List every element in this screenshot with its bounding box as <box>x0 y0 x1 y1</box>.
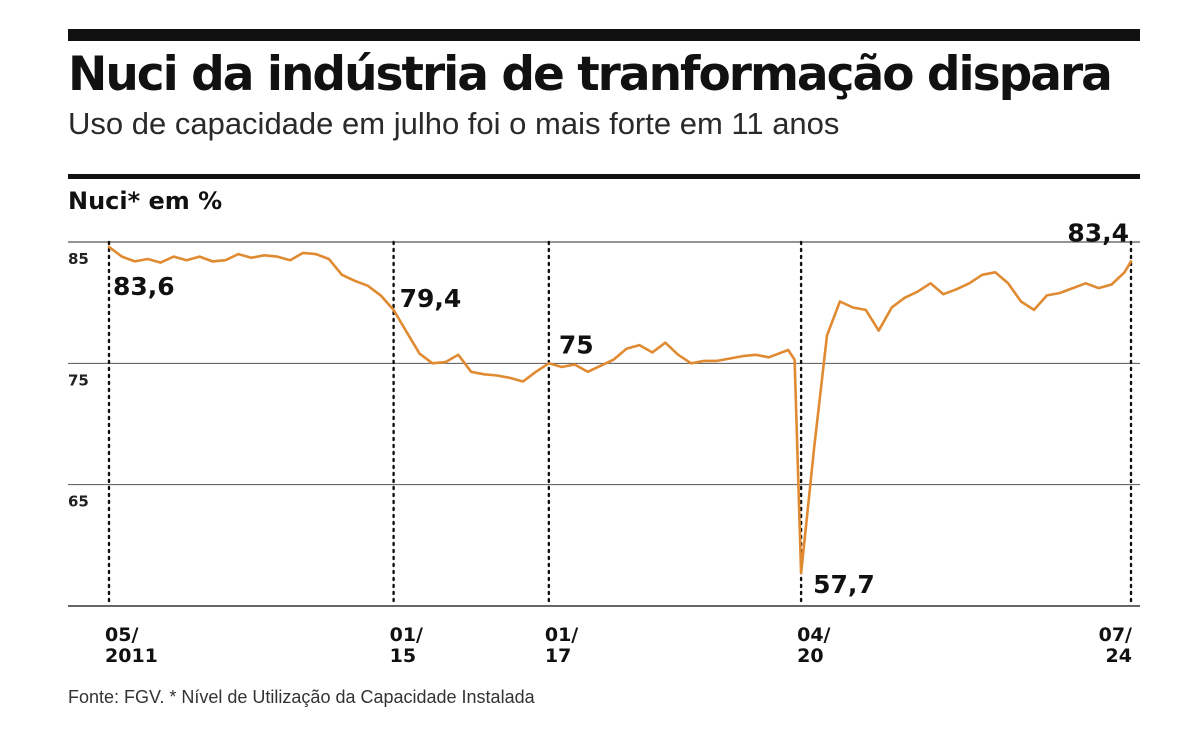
y-axis-label: Nuci* em % <box>68 187 223 215</box>
x-tick-label: 24 <box>1106 645 1132 667</box>
value-label: 75 <box>559 330 594 359</box>
value-label: 79,4 <box>400 284 462 313</box>
chart-title: Nuci da indústria de tranformação dispar… <box>68 47 1113 102</box>
value-label: 83,4 <box>1067 218 1129 247</box>
source-note: Fonte: FGV. * Nível de Utilização da Cap… <box>68 687 535 707</box>
value-label: 57,7 <box>813 570 875 599</box>
section-rule <box>68 174 1140 179</box>
x-tick-label: 17 <box>545 645 571 667</box>
x-tick-label: 04/ <box>797 624 830 646</box>
x-tick-label: 07/ <box>1099 624 1132 646</box>
y-tick-label: 75 <box>68 371 89 389</box>
x-tick-label: 01/ <box>545 624 578 646</box>
value-label: 83,6 <box>113 272 175 301</box>
x-tick-label: 2011 <box>105 645 158 667</box>
x-tick-label: 01/ <box>390 624 423 646</box>
y-tick-label: 65 <box>68 493 89 511</box>
title-rule <box>68 29 1140 41</box>
chart-subtitle: Uso de capacidade em julho foi o mais fo… <box>68 106 840 141</box>
x-tick-label: 05/ <box>105 624 138 646</box>
x-tick-label: 20 <box>797 645 823 667</box>
series-line <box>107 245 1133 575</box>
y-tick-label: 85 <box>68 250 89 268</box>
x-tick-label: 15 <box>390 645 416 667</box>
